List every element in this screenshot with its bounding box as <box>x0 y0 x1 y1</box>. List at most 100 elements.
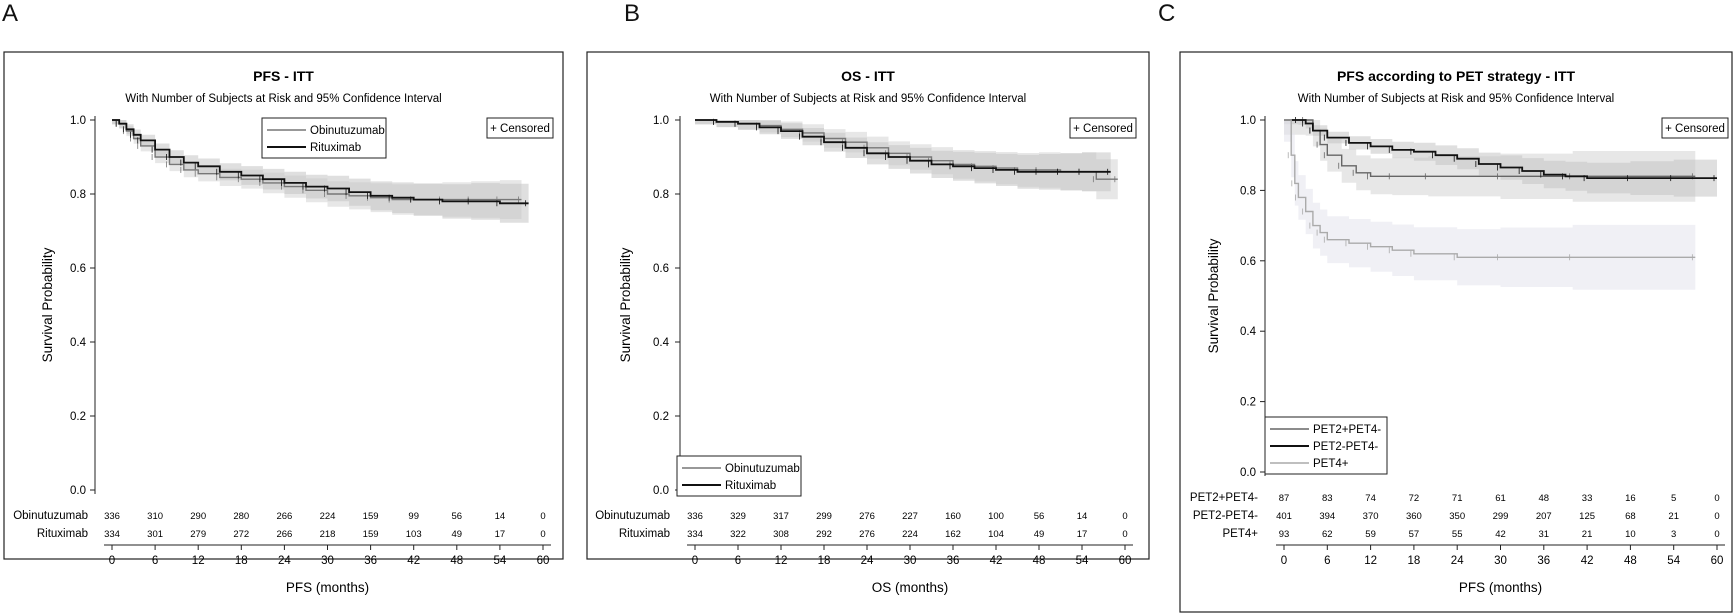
risk-cell: 103 <box>406 529 422 540</box>
x-axis-label: PFS (months) <box>286 580 369 595</box>
x-tick-label-1: 6 <box>1324 555 1330 567</box>
y-axis-label: Survival Probability <box>40 247 55 362</box>
risk-cell: 3 <box>1671 529 1676 540</box>
risk-cell: 162 <box>945 529 961 540</box>
risk-row-label-2: Rituximab <box>37 528 88 540</box>
risk-cell: 68 <box>1625 511 1636 522</box>
legend-label-2: Rituximab <box>310 142 361 154</box>
risk-cell: 279 <box>190 529 206 540</box>
km-curve-2 <box>112 119 529 205</box>
x-tick-label-7: 42 <box>407 555 420 567</box>
legend-label-3: PET4+ <box>1313 458 1349 470</box>
chart-subtitle: With Number of Subjects at Risk and 95% … <box>710 93 1026 105</box>
risk-cell: 317 <box>773 511 789 522</box>
y-tick-label-3: 0.6 <box>1240 256 1256 268</box>
risk-cell: 322 <box>730 529 746 540</box>
chart-subtitle: With Number of Subjects at Risk and 95% … <box>1298 93 1614 105</box>
panel-frame <box>586 51 1150 560</box>
risk-cell: 33 <box>1582 493 1593 504</box>
y-axis-label: Survival Probability <box>1206 238 1221 353</box>
risk-cell: 301 <box>147 529 163 540</box>
x-tick-label-8: 48 <box>1033 555 1046 567</box>
x-axis-label: PFS (months) <box>1459 580 1542 595</box>
risk-cell: 55 <box>1452 529 1463 540</box>
risk-cell: 104 <box>988 529 1004 540</box>
km-curve-1 <box>695 119 1118 180</box>
risk-cell: 224 <box>320 511 336 522</box>
y-tick-label-2: 0.4 <box>70 337 87 349</box>
legend-label-1: PET2+PET4- <box>1313 424 1381 436</box>
x-tick-label-0: 0 <box>109 555 115 567</box>
risk-cell: 218 <box>320 529 336 540</box>
x-tick-label-5: 30 <box>1494 555 1507 567</box>
risk-cell: 125 <box>1579 511 1595 522</box>
x-tick-label-6: 36 <box>364 555 377 567</box>
y-tick-label-0: 0.0 <box>653 485 669 497</box>
x-tick-label-3: 18 <box>1408 555 1421 567</box>
risk-cell: 61 <box>1495 493 1506 504</box>
censored-box <box>486 117 554 139</box>
y-tick-label-2: 0.4 <box>653 337 670 349</box>
censored-label: + Censored <box>1665 123 1725 135</box>
risk-cell: 5 <box>1671 493 1676 504</box>
risk-cell: 99 <box>408 511 419 522</box>
censored-label: + Censored <box>1073 123 1133 135</box>
risk-row-label-1: PET2+PET4- <box>1190 492 1258 504</box>
risk-cell: 266 <box>276 529 292 540</box>
risk-cell: 21 <box>1582 529 1593 540</box>
chart-title: OS - ITT <box>841 68 895 84</box>
legend-box <box>676 455 802 497</box>
risk-cell: 336 <box>687 511 703 522</box>
x-tick-label-6: 36 <box>1537 555 1550 567</box>
censored-box <box>1069 117 1137 139</box>
x-tick-label-2: 12 <box>1364 555 1377 567</box>
x-tick-label-10: 60 <box>1119 555 1132 567</box>
risk-cell: 292 <box>816 529 832 540</box>
y-tick-label-4: 0.8 <box>653 189 669 201</box>
y-tick-label-2: 0.4 <box>1240 326 1257 338</box>
risk-cell: 100 <box>988 511 1004 522</box>
risk-cell: 42 <box>1495 529 1506 540</box>
x-tick-label-2: 12 <box>775 555 788 567</box>
risk-cell: 62 <box>1322 529 1333 540</box>
panel-frame <box>1179 51 1733 613</box>
y-tick-label-0: 0.0 <box>70 485 86 497</box>
risk-cell: 0 <box>540 529 545 540</box>
chart-panel-b: OS - ITT With Number of Subjects at Risk … <box>586 51 1150 595</box>
ci-band-2 <box>112 120 529 224</box>
risk-cell: 334 <box>687 529 703 540</box>
x-tick-label-7: 42 <box>1581 555 1594 567</box>
x-tick-label-1: 6 <box>152 555 158 567</box>
risk-cell: 14 <box>1077 511 1088 522</box>
risk-cell: 0 <box>1714 511 1719 522</box>
risk-cell: 401 <box>1276 511 1292 522</box>
risk-cell: 276 <box>859 529 875 540</box>
y-tick-label-3: 0.6 <box>70 263 86 275</box>
risk-cell: 224 <box>902 529 918 540</box>
chart-title: PFS according to PET strategy - ITT <box>1337 68 1575 84</box>
x-tick-label-0: 0 <box>1281 555 1287 567</box>
x-tick-label-9: 54 <box>1667 555 1680 567</box>
x-axis-label: OS (months) <box>872 580 949 595</box>
x-tick-label-4: 24 <box>1451 555 1464 567</box>
chart-panel-c: PFS according to PET strategy - ITT With … <box>1179 51 1733 613</box>
risk-cell: 10 <box>1625 529 1636 540</box>
y-tick-label-4: 0.8 <box>1240 185 1256 197</box>
y-tick-label-5: 1.0 <box>1240 115 1256 127</box>
risk-cell: 207 <box>1536 511 1552 522</box>
risk-cell: 290 <box>190 511 206 522</box>
km-curve-2 <box>695 119 1111 173</box>
panel-frame <box>3 51 564 560</box>
risk-cell: 56 <box>452 511 463 522</box>
risk-cell: 49 <box>1034 529 1045 540</box>
risk-cell: 272 <box>233 529 249 540</box>
x-tick-label-4: 24 <box>278 555 291 567</box>
x-tick-label-9: 54 <box>494 555 507 567</box>
risk-cell: 49 <box>452 529 463 540</box>
risk-cell: 299 <box>1493 511 1509 522</box>
risk-cell: 394 <box>1319 511 1335 522</box>
x-tick-label-3: 18 <box>235 555 248 567</box>
risk-cell: 31 <box>1539 529 1550 540</box>
ci-band-3 <box>1284 120 1696 295</box>
x-tick-label-0: 0 <box>692 555 698 567</box>
